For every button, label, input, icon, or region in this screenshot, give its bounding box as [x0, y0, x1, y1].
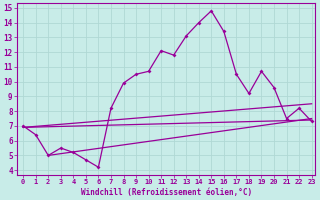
- X-axis label: Windchill (Refroidissement éolien,°C): Windchill (Refroidissement éolien,°C): [81, 188, 252, 197]
